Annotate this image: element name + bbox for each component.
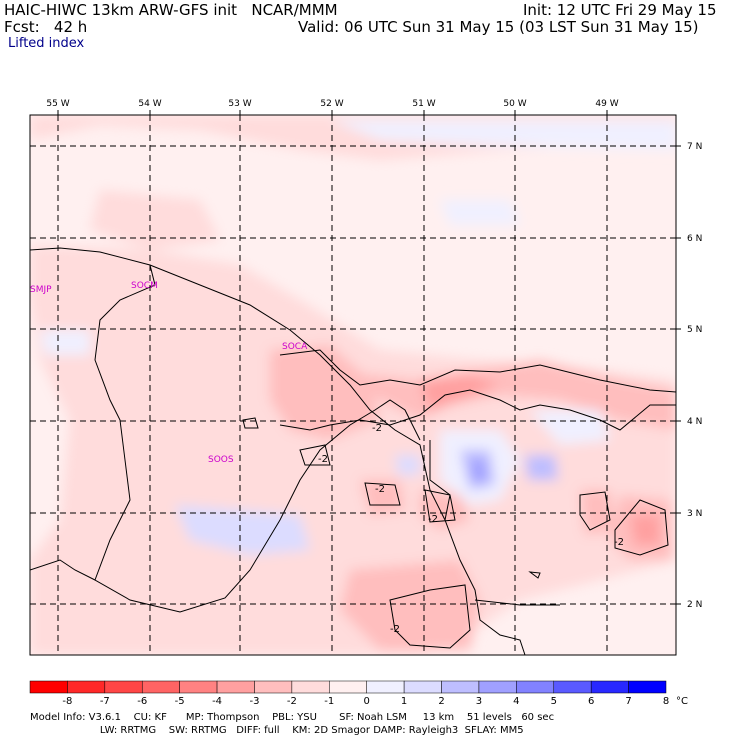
scale-swatch	[254, 680, 293, 694]
lat-label: 4 N	[687, 417, 702, 427]
scale-tick-label: 4	[513, 696, 519, 707]
scale-tick-label: 0	[364, 696, 370, 707]
scale-tick-label: -2	[287, 696, 297, 707]
lat-label: 7 N	[687, 142, 702, 152]
map-frame	[29, 114, 677, 656]
lifted-index-field	[30, 115, 676, 655]
scale-swatch	[179, 680, 218, 694]
model-title: HAIC-HIWC 13km ARW-GFS init NCAR/MMM	[4, 1, 338, 19]
scale-tick-label: -3	[249, 696, 259, 707]
lat-label: 5 N	[687, 325, 702, 335]
scale-tick-label: -6	[137, 696, 147, 707]
station-soca: SOCA	[282, 342, 308, 352]
lat-label: 2 N	[687, 600, 702, 610]
scale-swatch	[67, 680, 106, 694]
contour-label: -2	[372, 423, 382, 434]
scale-swatch	[628, 680, 667, 694]
lat-lon-grid	[30, 115, 676, 655]
latitude-labels: 7 N 6 N 5 N 4 N 3 N 2 N	[687, 142, 702, 610]
scale-swatch	[441, 680, 480, 694]
scale-swatch	[403, 680, 442, 694]
scale-tick-label: -7	[100, 696, 110, 707]
contour-label: -2	[614, 537, 624, 548]
scale-tick-label: 5	[551, 696, 557, 707]
scale-tick-label: 3	[476, 696, 482, 707]
scale-tick-label: 6	[588, 696, 594, 707]
scale-swatch	[329, 680, 367, 694]
scale-swatch	[366, 680, 405, 694]
scale-tick-label: 2	[438, 696, 444, 707]
lifted-index-contours	[242, 349, 676, 649]
station-labels: SMJP SOCM SOCA SOOS	[30, 281, 308, 465]
scale-swatch	[553, 680, 592, 694]
scale-swatch	[104, 680, 143, 694]
lon-label: 54 W	[138, 99, 161, 109]
color-scale	[29, 680, 667, 694]
scale-swatch	[216, 680, 255, 694]
init-time: Init: 12 UTC Fri 29 May 15	[523, 1, 717, 19]
lat-label: 3 N	[687, 509, 702, 519]
field-name: Lifted index	[8, 36, 85, 51]
lon-ticks	[57, 110, 681, 605]
lon-label: 51 W	[412, 99, 435, 109]
scale-unit: °C	[676, 696, 688, 707]
longitude-labels: 55 W 54 W 53 W 52 W 51 W 50 W 49 W	[46, 99, 618, 109]
scale-swatch	[516, 680, 555, 694]
scale-tick-label: -8	[62, 696, 72, 707]
scale-swatch	[590, 680, 629, 694]
color-scale-ticks: -8 -7 -6 -5 -4 -3 -2 -1 0 1 2 3 4 5 6 7 8	[62, 696, 669, 707]
station-smjp: SMJP	[30, 285, 52, 295]
scale-tick-label: 8	[663, 696, 669, 707]
lon-label: 52 W	[320, 99, 343, 109]
model-info-line1: Model Info: V3.6.1 CU: KF MP: Thompson P…	[30, 712, 555, 723]
contour-labels: -2 -2 -2 -2 -2 -2	[318, 423, 624, 635]
contour-label: -2	[428, 514, 438, 525]
scale-swatch	[291, 680, 330, 694]
valid-time: Valid: 06 UTC Sun 31 May 15 (03 LST Sun …	[298, 18, 699, 36]
scale-swatch	[29, 680, 68, 694]
scale-tick-label: 1	[401, 696, 407, 707]
lat-label: 6 N	[687, 234, 702, 244]
lon-label: 55 W	[46, 99, 69, 109]
contour-label: -2	[318, 454, 328, 465]
scale-swatch	[141, 680, 180, 694]
scale-tick-label: 7	[625, 696, 631, 707]
lon-label: 49 W	[595, 99, 618, 109]
scale-tick-label: -4	[212, 696, 222, 707]
scale-swatch	[478, 680, 517, 694]
scale-tick-label: -1	[324, 696, 334, 707]
model-info-line2: LW: RRTMG SW: RRTMG DIFF: full KM: 2D Sm…	[30, 725, 524, 736]
station-soos: SOOS	[208, 455, 234, 465]
lon-label: 53 W	[228, 99, 251, 109]
scale-tick-label: -5	[175, 696, 185, 707]
lon-label: 50 W	[503, 99, 526, 109]
forecast-hour: Fcst: 42 h	[4, 18, 88, 36]
contour-label: -2	[375, 484, 385, 495]
station-socm: SOCM	[131, 281, 158, 291]
contour-label: -2	[390, 624, 400, 635]
